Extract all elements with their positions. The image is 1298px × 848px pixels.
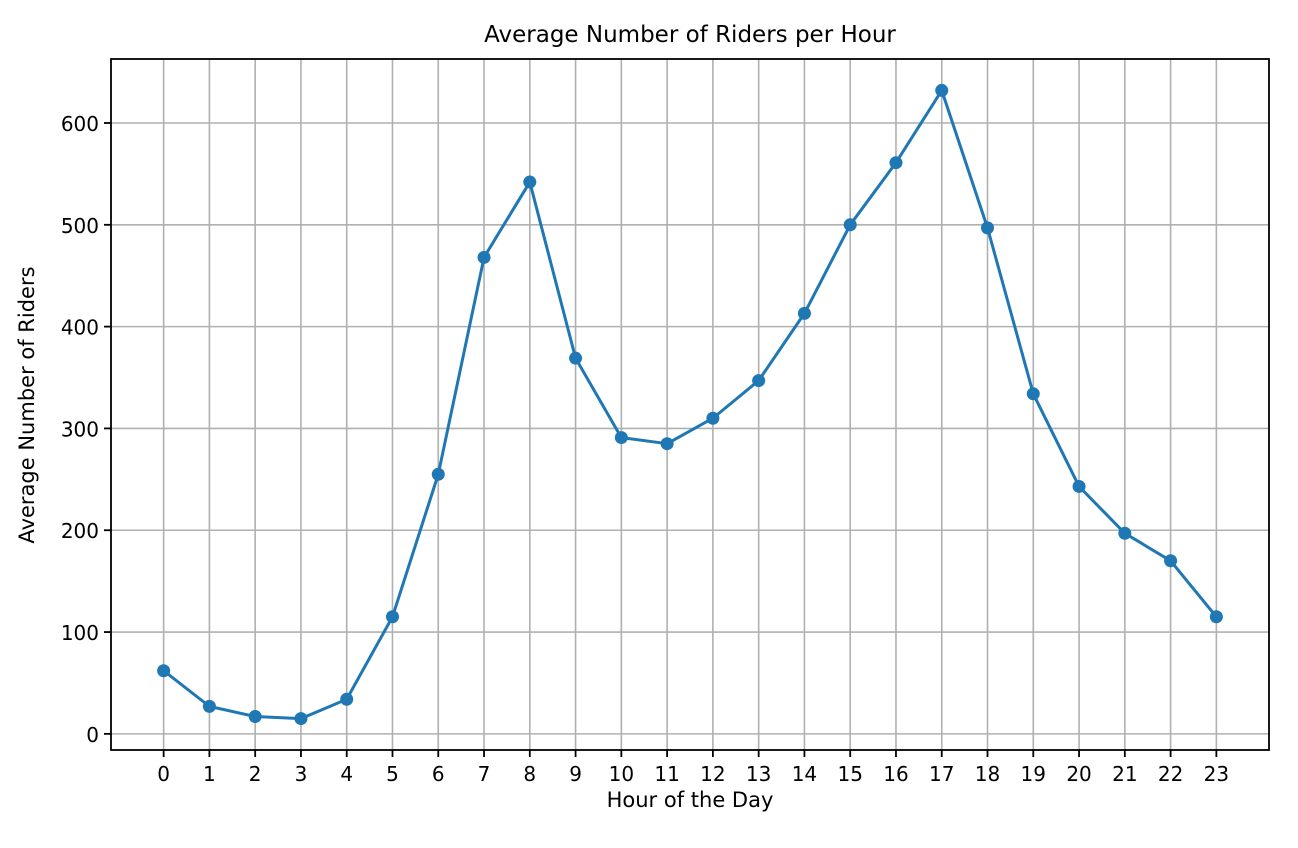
data-point [614,431,628,445]
x-tick-label: 20 [1066,762,1091,786]
axes-and-ticks: 0 1 2 3 4 5 6 7 8 9 10 11 12 13 14 15 16 17 18 19 20 21 22 2301… [61,58,1270,786]
data-point [1209,610,1223,624]
x-tick-label: 12 [700,762,725,786]
data-point [843,218,857,232]
x-tick-label: 9 [569,762,582,786]
data-point [294,712,308,726]
data-point [431,467,445,481]
y-tick-label: 300 [61,417,99,441]
chart-title: Average Number of Riders per Hour [484,22,896,48]
x-tick-label: 10 [609,762,634,786]
y-tick-label: 200 [61,519,99,543]
y-tick-label: 400 [61,316,99,340]
data-point [660,437,674,451]
data-point [477,250,491,264]
x-tick-label: 22 [1158,762,1183,786]
data-point [752,374,766,388]
data-point [935,83,949,97]
data-series [157,83,1223,726]
data-point [340,692,354,706]
x-tick-label: 2 [249,762,262,786]
x-tick-label: 14 [792,762,817,786]
y-axis-label: Average Number of Riders [15,266,39,543]
x-tick-label: 11 [654,762,679,786]
y-tick-label: 500 [61,214,99,238]
x-tick-label: 3 [295,762,308,786]
x-tick-label: 21 [1112,762,1137,786]
gridlines [111,59,1269,750]
data-point [569,351,583,365]
y-tick-label: 100 [61,621,99,645]
x-tick-label: 17 [929,762,954,786]
y-tick-label: 600 [61,112,99,136]
x-tick-label: 1 [203,762,216,786]
x-tick-label: 15 [837,762,862,786]
data-point [889,156,903,170]
data-point [981,221,995,235]
data-point [248,710,262,724]
data-point [1118,526,1132,540]
x-tick-label: 0 [157,762,170,786]
x-tick-label: 7 [478,762,491,786]
data-point [797,306,811,320]
x-tick-label: 19 [1021,762,1046,786]
data-point [1026,387,1040,401]
data-point [157,664,171,678]
x-tick-label: 8 [523,762,536,786]
x-axis-label: Hour of the Day [607,788,774,812]
x-tick-label: 18 [975,762,1000,786]
plot-border [110,58,1270,751]
data-point [523,175,537,189]
x-tick-label: 5 [386,762,399,786]
x-tick-label: 4 [340,762,353,786]
data-point [1072,479,1086,493]
x-tick-label: 13 [746,762,771,786]
x-tick-label: 6 [432,762,445,786]
data-point [1164,554,1178,568]
y-tick-label: 0 [86,723,99,747]
x-tick-label: 16 [883,762,908,786]
x-tick-label: 23 [1204,762,1229,786]
data-point [385,610,399,624]
data-point [706,411,720,425]
data-line [162,88,1218,721]
data-point [202,699,216,713]
